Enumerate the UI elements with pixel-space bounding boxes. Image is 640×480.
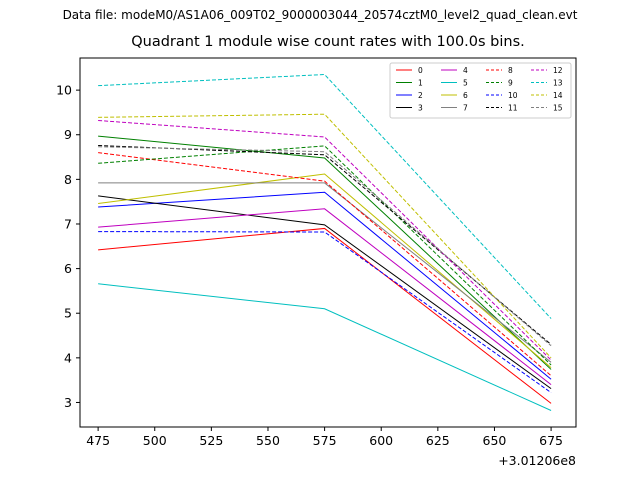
x-tick-label: 600 [369, 433, 393, 448]
y-tick-label: 6 [64, 261, 72, 276]
series-line-15 [98, 146, 552, 347]
series-line-5 [98, 283, 552, 411]
legend-label-13: 13 [553, 78, 563, 87]
series-line-9 [98, 145, 552, 366]
x-tick-label: 675 [539, 433, 563, 448]
data-file-suptitle: Data file: modeM0/AS1A06_009T02_90000030… [62, 8, 578, 22]
x-tick-label: 625 [426, 433, 450, 448]
x-tick-label: 525 [199, 433, 223, 448]
legend-label-11: 11 [508, 103, 518, 112]
legend-label-9: 9 [508, 78, 513, 87]
legend-label-3: 3 [418, 103, 423, 112]
x-axis: 475 500 525 550 575 600 625 650 675 [86, 427, 563, 448]
y-tick-label: 10 [56, 83, 72, 98]
series-line-2 [98, 191, 552, 380]
x-tick-label: 550 [256, 433, 280, 448]
y-tick-label: 5 [64, 306, 72, 321]
legend-label-8: 8 [508, 66, 513, 75]
series-line-7 [98, 182, 552, 363]
series-line-12 [98, 119, 552, 361]
x-tick-label: 500 [143, 433, 167, 448]
legend-label-1: 1 [418, 78, 423, 87]
series-line-10 [98, 231, 552, 394]
y-tick-label: 7 [64, 216, 72, 231]
y-axis: 3 4 5 6 7 8 9 10 [56, 83, 80, 410]
legend-label-6: 6 [463, 91, 468, 100]
y-tick-label: 8 [64, 172, 72, 187]
x-tick-label: 575 [313, 433, 337, 448]
y-tick-label: 3 [64, 395, 72, 410]
axes-frame [79, 57, 577, 428]
legend-label-15: 15 [553, 103, 563, 112]
y-tick-label: 4 [64, 350, 72, 365]
legend-label-4: 4 [463, 66, 468, 75]
series-line-13 [98, 73, 552, 319]
x-tick-label: 475 [86, 433, 110, 448]
series-line-0 [98, 227, 552, 404]
x-tick-label: 650 [483, 433, 507, 448]
series-line-3 [98, 195, 552, 390]
series-line-4 [98, 208, 552, 386]
legend-label-5: 5 [463, 78, 468, 87]
legend-label-2: 2 [418, 91, 423, 100]
legend-label-12: 12 [553, 66, 563, 75]
chart-title: Quadrant 1 module wise count rates with … [131, 34, 525, 50]
series-line-8 [98, 152, 552, 377]
legend-label-10: 10 [508, 91, 518, 100]
series-layer [98, 73, 552, 411]
legend-label-0: 0 [418, 66, 423, 75]
legend-label-7: 7 [463, 103, 468, 112]
legend-label-14: 14 [553, 91, 563, 100]
x-offset-label: +3.01206e8 [498, 453, 576, 468]
series-line-1 [98, 135, 552, 370]
legend-box [389, 62, 572, 119]
y-tick-label: 9 [64, 127, 72, 142]
series-line-14 [98, 113, 552, 359]
